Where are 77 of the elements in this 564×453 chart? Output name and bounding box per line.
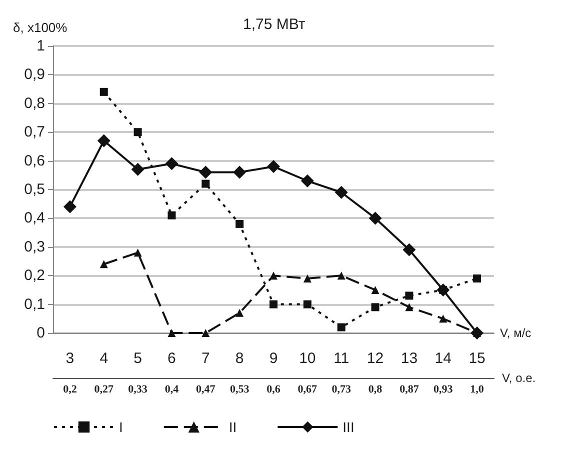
x-tick-label: 6: [168, 350, 176, 367]
point: [100, 88, 108, 96]
point: [168, 329, 176, 337]
point: [473, 274, 482, 282]
point: [300, 174, 314, 188]
point: [168, 211, 176, 220]
x-tick-label: 10: [299, 350, 316, 367]
point: [97, 134, 110, 148]
x-tick-label: 5: [134, 350, 142, 367]
point: [334, 186, 348, 199]
x-tick-label: 15: [468, 350, 486, 367]
y-tick-label: 0,3: [24, 238, 45, 256]
point: [303, 300, 312, 308]
point: [199, 166, 212, 179]
text: 0,87: [400, 384, 420, 396]
point: [233, 166, 246, 179]
point: [236, 220, 244, 228]
chart-title: 1,75 МВт: [243, 16, 306, 33]
text: 0,47: [196, 384, 216, 396]
point: [337, 272, 346, 280]
point: [202, 180, 210, 188]
x-tick-label: 13: [400, 350, 418, 367]
point: [131, 162, 144, 176]
point: [100, 260, 108, 268]
text: 0,73: [332, 384, 352, 396]
y-tick-label: 0,5: [24, 181, 45, 198]
point: [371, 286, 380, 294]
point: [134, 128, 142, 136]
point: [202, 329, 210, 337]
y-tick-label: 0,9: [24, 66, 45, 84]
text: 1,0: [470, 384, 484, 396]
point: [405, 292, 414, 300]
point: [270, 300, 278, 308]
legend-label: II: [228, 419, 237, 435]
point: [236, 308, 244, 317]
y-tick-label: 0,2: [24, 267, 45, 284]
point: [63, 200, 76, 214]
point: [371, 303, 380, 312]
y-tick-label: 0,4: [24, 210, 45, 227]
x-tick-label: 8: [235, 350, 244, 367]
legend-label: III: [342, 419, 354, 435]
text: 0,53: [230, 384, 250, 396]
point: [165, 157, 178, 170]
x-tick-label: 7: [201, 350, 210, 367]
point: [405, 303, 414, 312]
point: [303, 274, 312, 282]
point: [402, 243, 416, 256]
text: 0,27: [94, 384, 114, 396]
point: [368, 212, 382, 225]
text: 0,8: [368, 384, 383, 396]
y-tick-label: 1: [36, 38, 45, 54]
x-axis-title: V, м/с: [500, 326, 532, 340]
y-tick-label: 0,1: [24, 296, 45, 313]
text: 0,93: [433, 384, 454, 396]
point: [134, 248, 142, 257]
text: 0,4: [164, 384, 180, 396]
point: [439, 314, 448, 323]
point: [267, 160, 280, 174]
x2-axis-title: V, о.е.: [502, 371, 536, 385]
text: 0,67: [298, 384, 318, 396]
y-tick-label: 0,8: [24, 94, 45, 112]
y-tick-label: 0: [36, 324, 45, 342]
text: 0,6: [266, 384, 281, 396]
x-tick-label: 4: [100, 350, 108, 367]
legend-label: I: [119, 419, 123, 435]
x-tick-label: 12: [366, 350, 384, 367]
x-tick-label: 3: [66, 350, 74, 367]
y-tick-label: 0,7: [24, 124, 45, 141]
x-tick-label: 14: [434, 350, 452, 367]
point: [270, 272, 278, 280]
y-axis-title: δ, x100%: [13, 20, 68, 35]
text: 0,33: [128, 384, 148, 396]
text: 0,2: [63, 384, 78, 396]
x-tick-label: 9: [269, 350, 278, 367]
x-tick-label: 11: [334, 350, 350, 367]
y-tick-label: 0,6: [24, 152, 45, 170]
point: [337, 323, 346, 332]
